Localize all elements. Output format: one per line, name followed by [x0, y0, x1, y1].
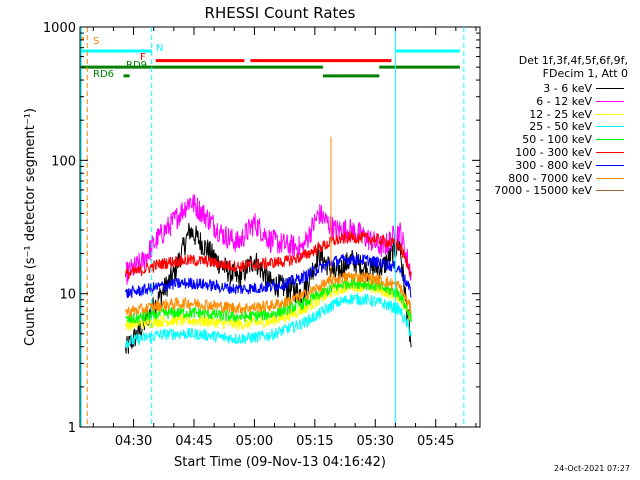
legend-swatch [596, 100, 624, 102]
legend-item: 25 - 50 keV [488, 120, 628, 133]
legend-label: 7000 - 15000 keV [494, 184, 592, 198]
flag-layer [81, 36, 460, 78]
series-line-1 [125, 194, 412, 285]
legend-swatch [596, 152, 624, 153]
flag-label-rd9: RD9 [126, 60, 147, 71]
series-line-5 [125, 231, 412, 280]
series-line-2 [125, 280, 412, 331]
legend-label: 3 - 6 keV [543, 82, 592, 95]
series-line-0 [125, 223, 412, 354]
x-tick-label: 05:15 [296, 434, 333, 449]
legend-item: 7000 - 15000 keV [488, 184, 628, 197]
series-line-3 [125, 293, 412, 349]
footer-date: 24-Oct-2021 07:27 [554, 464, 630, 473]
y-tick-label: 1000 [43, 21, 76, 36]
legend-header-2: FDecim 1, Att 0 [542, 67, 628, 80]
x-tick-label: 04:45 [175, 434, 212, 449]
series-line-6 [125, 253, 412, 299]
flag-label-s: S [93, 36, 99, 47]
vline-layer [80, 27, 465, 427]
series-layer [125, 136, 412, 354]
legend-swatch [596, 88, 624, 89]
legend-header-1: Det 1f,3f,4f,5f,6f,9f, [518, 54, 628, 67]
legend-swatch [596, 126, 624, 128]
y-tick-label: 100 [51, 154, 76, 169]
legend-swatch [596, 177, 624, 179]
legend-item: 3 - 6 keV [488, 82, 628, 95]
y-tick-label: 10 [59, 288, 76, 303]
x-tick-label: 05:45 [417, 434, 454, 449]
y-tick-label: 1 [68, 421, 76, 436]
x-axis-label: Start Time (09-Nov-13 04:16:42) [174, 455, 386, 470]
x-tick-label: 04:30 [115, 434, 152, 449]
y-axis-label: Count Rate (s⁻¹ detector segment⁻¹) [23, 108, 38, 346]
legend-label: 100 - 300 keV [515, 146, 592, 159]
legend-label: 25 - 50 keV [529, 120, 592, 134]
legend-item: 50 - 100 keV [488, 133, 628, 146]
legend-swatch [596, 113, 624, 115]
series-line-7 [125, 271, 412, 318]
legend-swatch [596, 190, 624, 192]
chart-title: RHESSI Count Rates [205, 4, 356, 22]
flag-label-rd6: RD6 [93, 69, 114, 80]
legend-item: 800 - 7000 keV [488, 172, 628, 185]
legend-item: 6 - 12 keV [488, 95, 628, 108]
legend-swatch [596, 164, 624, 166]
legend-swatch [596, 139, 624, 141]
series-line-4 [125, 276, 412, 324]
legend-item: 100 - 300 keV [488, 146, 628, 159]
x-tick-label: 05:30 [357, 434, 394, 449]
legend-item: 300 - 800 keV [488, 159, 628, 172]
axis-layer: 1 10 100 1000 04:30 04:45 05:00 05:15 05:30 05:45 [43, 21, 480, 449]
x-tick-label: 05:00 [236, 434, 273, 449]
legend-item: 12 - 25 keV [488, 108, 628, 121]
flag-label-n: N [156, 43, 163, 54]
legend-label: 300 - 800 keV [515, 158, 592, 172]
flag-label-f: F [140, 52, 146, 63]
plot-area [79, 26, 481, 428]
legend-label: 6 - 12 keV [536, 94, 592, 108]
legend-label: 800 - 7000 keV [508, 171, 592, 185]
legend-label: 50 - 100 keV [522, 133, 592, 147]
legend-label: 12 - 25 keV [529, 107, 592, 121]
